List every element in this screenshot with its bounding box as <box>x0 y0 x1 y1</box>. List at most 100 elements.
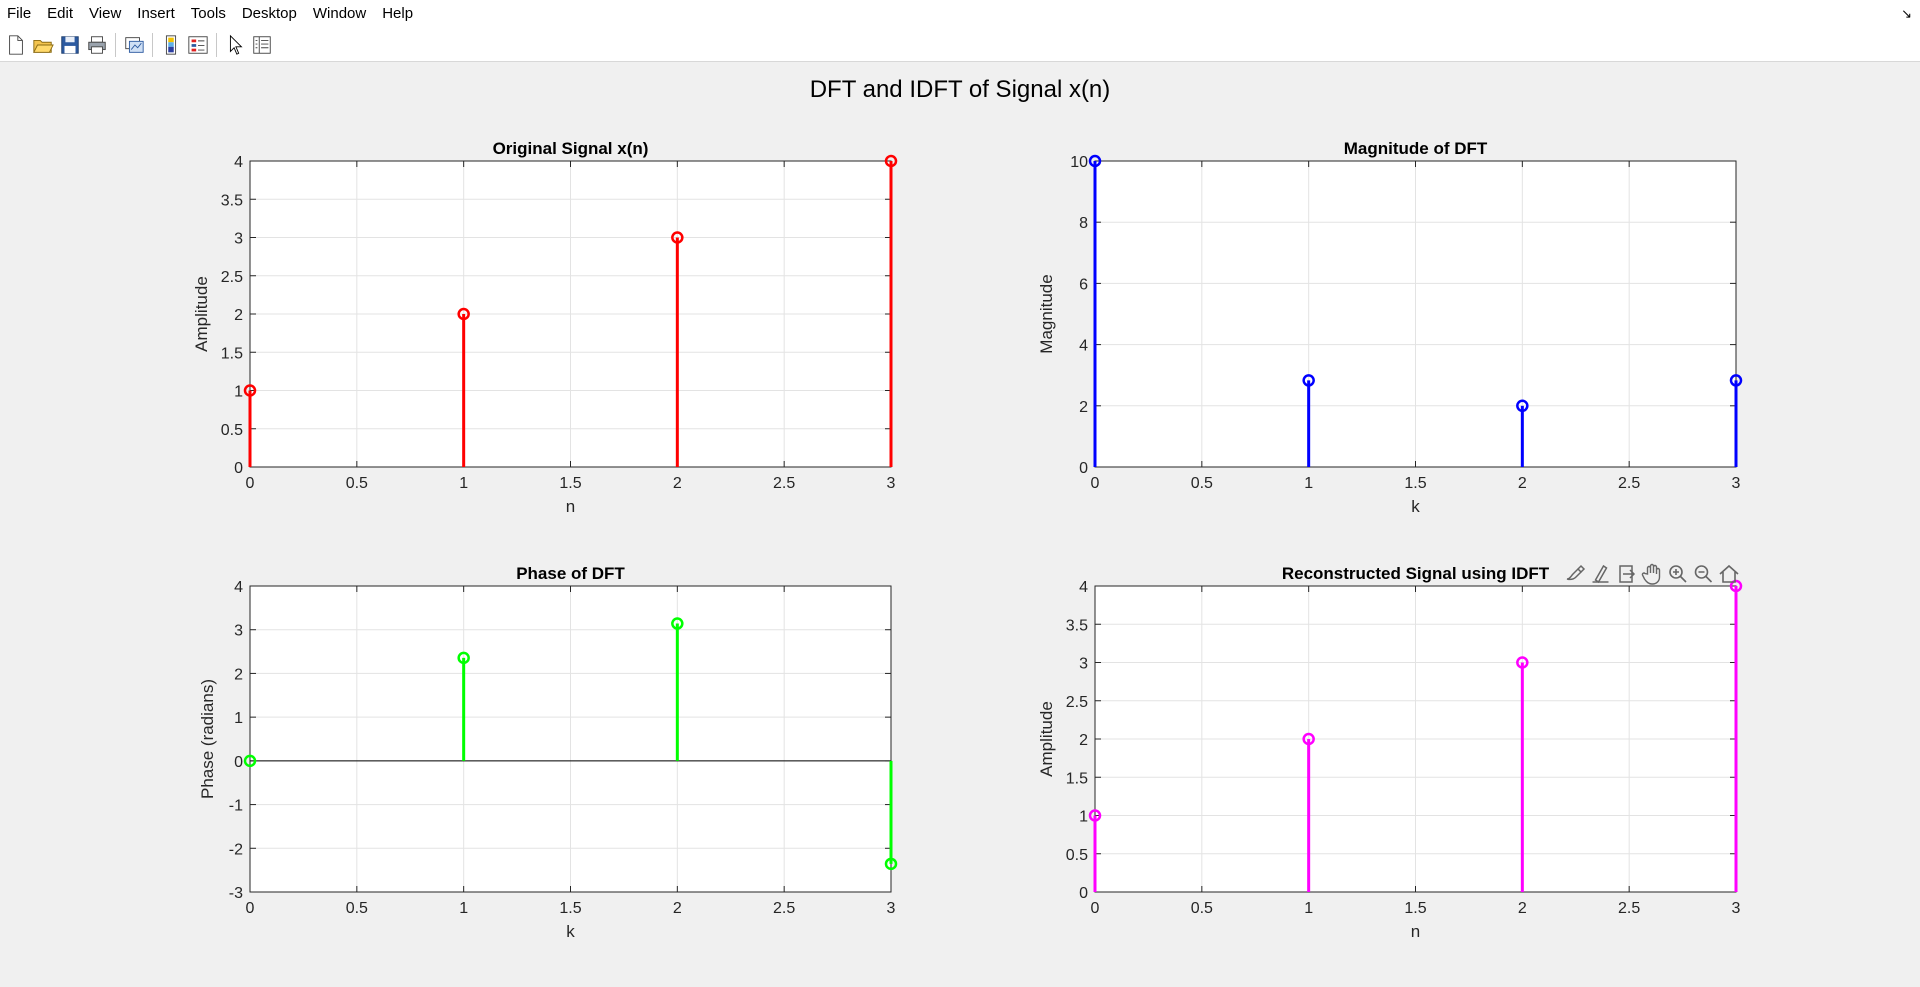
x-tick-label: 2 <box>673 475 682 492</box>
y-tick-label: 0 <box>234 754 243 771</box>
pan-hand-icon[interactable] <box>1641 562 1665 586</box>
stem-marker[interactable] <box>457 651 470 665</box>
zoom-in-icon[interactable] <box>1666 562 1690 586</box>
export-icon[interactable] <box>1615 562 1639 586</box>
y-tick-label: 1.5 <box>221 345 243 362</box>
subplot-4[interactable]: 0 0.5 1 1.5 2 2.5 3 0 0.5 1 1.5 2 2.5 3 3.5 4 Reconstruc… <box>1037 564 1743 941</box>
stem-marker[interactable] <box>1088 809 1102 822</box>
subplot-title: Magnitude of DFT <box>1344 139 1488 158</box>
stem-marker[interactable] <box>884 154 898 168</box>
y-tick-label: 0.5 <box>1066 847 1088 864</box>
y-tick-label: -1 <box>229 798 243 815</box>
menu-view[interactable]: View <box>89 5 122 22</box>
y-tick-label: 1 <box>234 710 243 727</box>
x-tick-label: 2 <box>1518 475 1527 492</box>
y-tick-label: 0 <box>1079 460 1088 477</box>
y-tick-label: 2 <box>234 666 243 683</box>
x-tick-label: 2.5 <box>1618 475 1640 492</box>
menu-desktop[interactable]: Desktop <box>241 5 297 22</box>
open-file-icon[interactable] <box>31 33 55 57</box>
x-tick-label: 1 <box>1304 900 1313 917</box>
y-tick-label: 0 <box>234 460 243 477</box>
figure-toolbar <box>0 28 1920 62</box>
subplot-title: Phase of DFT <box>516 564 625 583</box>
stem-marker[interactable] <box>1516 399 1529 413</box>
menu-bar: File Edit View Insert Tools Desktop Window Help… <box>0 0 1920 28</box>
new-figure-icon[interactable] <box>4 33 28 57</box>
menu-file[interactable]: File <box>7 5 32 22</box>
stem-marker[interactable] <box>1729 579 1743 593</box>
x-tick-label: 0.5 <box>1191 475 1213 492</box>
y-tick-label: 3.5 <box>221 192 243 209</box>
insert-legend-icon[interactable] <box>186 33 210 57</box>
y-tick-label: 2.5 <box>1066 694 1088 711</box>
menu-tools[interactable]: Tools <box>190 5 226 22</box>
figure-canvas: DFT and IDFT of Signal x(n) 0 0.5 1 1.5 2 2.5… <box>192 76 1743 941</box>
subplot-1[interactable]: 0 0.5 1 1.5 2 2.5 3 0 0.5 1 1.5 2 2.5 3 3.5 4 Original S… <box>192 139 898 516</box>
brush-icon[interactable] <box>1564 562 1588 586</box>
y-tick-label: 1 <box>234 384 243 401</box>
property-inspector-icon[interactable] <box>250 33 274 57</box>
stem-marker[interactable] <box>884 857 898 871</box>
save-icon[interactable] <box>58 33 82 57</box>
toolbar-separator <box>216 32 217 57</box>
x-tick-label: 1.5 <box>559 900 581 917</box>
link-plot-icon[interactable] <box>122 33 146 57</box>
x-tick-label: 0 <box>1091 900 1100 917</box>
y-tick-label: 0.5 <box>221 422 243 439</box>
stem-marker[interactable] <box>671 617 684 630</box>
menu-help[interactable]: Help <box>382 5 414 22</box>
y-tick-label: 2 <box>234 307 243 324</box>
x-tick-label: 0 <box>246 475 255 492</box>
y-tick-label: 4 <box>1079 338 1088 355</box>
print-icon[interactable] <box>85 33 109 57</box>
x-tick-label: 2.5 <box>1618 900 1640 917</box>
data-tips-icon[interactable] <box>1590 562 1614 586</box>
x-tick-label: 2.5 <box>773 900 795 917</box>
y-tick-label: -3 <box>229 885 243 902</box>
stem-marker[interactable] <box>1088 154 1102 168</box>
x-tick-label: 0 <box>1091 475 1100 492</box>
y-tick-label: 4 <box>1079 579 1088 596</box>
x-tick-label: 0.5 <box>346 475 368 492</box>
stem-marker[interactable] <box>1302 374 1315 387</box>
y-tick-label: 1.5 <box>1066 770 1088 787</box>
y-axis-label: Amplitude <box>192 276 211 352</box>
toolbar-separator <box>115 32 116 57</box>
stem-marker[interactable] <box>1516 656 1529 669</box>
x-tick-label: 2.5 <box>773 475 795 492</box>
y-tick-label: 4 <box>234 154 243 171</box>
stem-marker[interactable] <box>1302 732 1315 746</box>
stem-marker[interactable] <box>671 231 684 244</box>
menu-window[interactable]: Window <box>312 5 367 22</box>
y-axis-label: Magnitude <box>1037 274 1056 353</box>
y-tick-label: -2 <box>229 841 243 858</box>
stem-marker[interactable] <box>457 307 470 321</box>
menu-edit[interactable]: Edit <box>47 5 74 22</box>
y-tick-label: 3 <box>234 623 243 640</box>
y-tick-label: 2 <box>1079 732 1088 749</box>
stem-marker[interactable] <box>243 754 257 768</box>
x-tick-label: 3 <box>1732 900 1741 917</box>
stem-marker[interactable] <box>1729 374 1743 387</box>
menu-insert[interactable]: Insert <box>137 5 175 22</box>
subplot-3[interactable]: 0 0.5 1 1.5 2 2.5 3 -3 -2 -1 0 1 2 3 4 Phase of DFT k Pha… <box>198 564 898 941</box>
restore-view-home-icon[interactable] <box>1717 562 1741 586</box>
stem-marker[interactable] <box>243 384 257 397</box>
zoom-out-icon[interactable] <box>1692 562 1716 586</box>
x-tick-label: 1.5 <box>1404 475 1426 492</box>
y-tick-label: 3 <box>1079 656 1088 673</box>
figure-title: DFT and IDFT of Signal x(n) <box>810 76 1111 103</box>
x-axis-label: k <box>1411 497 1420 516</box>
grid-lines <box>1095 586 1736 892</box>
x-tick-label: 1.5 <box>559 475 581 492</box>
x-tick-label: 1.5 <box>1404 900 1426 917</box>
subplot-2[interactable]: 0 0.5 1 1.5 2 2.5 3 0 2 4 6 8 10 Magnitude of DFT k Mag… <box>1037 139 1743 516</box>
x-tick-label: 3 <box>887 900 896 917</box>
edit-plot-pointer-icon[interactable] <box>223 33 247 57</box>
y-tick-label: 8 <box>1079 215 1088 232</box>
insert-colorbar-icon[interactable] <box>159 33 183 57</box>
dock-arrow-icon[interactable]: ↘ <box>1901 6 1912 21</box>
x-tick-label: 0 <box>246 900 255 917</box>
x-axis-label: k <box>566 922 575 941</box>
